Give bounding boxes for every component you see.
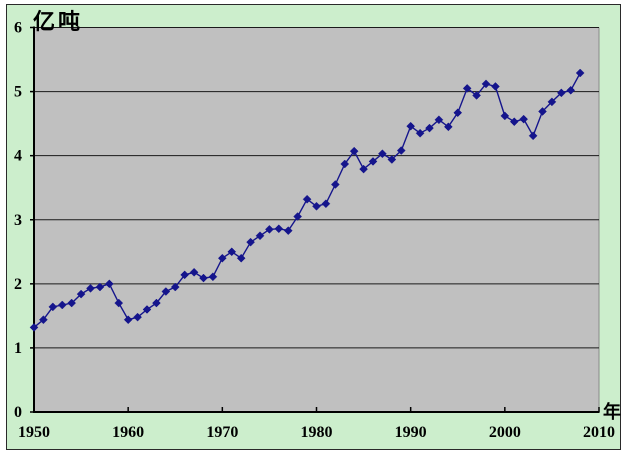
data-point [255, 231, 265, 241]
data-point [86, 283, 95, 293]
data-point [556, 88, 566, 98]
data-point [114, 298, 124, 308]
data-point [293, 212, 303, 221]
y-tick-label: 2 [14, 276, 22, 293]
data-point [340, 159, 350, 169]
x-tick-label: 1970 [206, 424, 238, 441]
data-point [387, 155, 397, 164]
data-point [39, 315, 48, 325]
data-point [227, 247, 237, 257]
y-tick-label: 6 [14, 20, 22, 37]
x-tick-label: 1960 [112, 424, 144, 441]
data-point [415, 128, 425, 138]
x-axis-unit-label: 年 [603, 402, 621, 422]
data-point [217, 253, 227, 263]
data-point [330, 180, 340, 189]
data-point [180, 270, 190, 280]
data-point [538, 107, 547, 116]
data-point [29, 323, 39, 332]
y-tick-label: 3 [14, 212, 22, 229]
y-tick-label: 4 [14, 148, 22, 165]
x-tick-label: 1950 [18, 424, 50, 441]
data-point [396, 146, 406, 155]
data-point [566, 85, 576, 95]
data-point [76, 289, 86, 299]
data-point [491, 82, 500, 91]
data-point [349, 146, 359, 156]
data-point [283, 226, 293, 235]
data-point [378, 149, 387, 159]
data-point [152, 298, 161, 308]
x-tick-label: 2010 [583, 424, 615, 441]
data-point [67, 298, 77, 308]
data-point [48, 302, 58, 312]
data-point [161, 287, 171, 296]
data-point [368, 157, 378, 166]
data-point [500, 111, 510, 121]
y-tick-label: 0 [14, 404, 22, 421]
data-point [236, 253, 246, 263]
data-point [199, 273, 208, 283]
data-point [443, 122, 453, 132]
data-point [406, 121, 416, 131]
data-point [528, 131, 538, 141]
data-point [142, 305, 152, 314]
data-point [359, 164, 368, 174]
data-point [472, 91, 481, 100]
data-point [57, 300, 67, 310]
data-point [509, 117, 519, 127]
y-tick-label: 1 [14, 340, 22, 357]
data-point [575, 68, 585, 78]
data-point [434, 115, 444, 125]
y-tick-label: 5 [14, 84, 22, 101]
data-point [104, 279, 114, 289]
data-point [481, 79, 491, 89]
data-point [453, 108, 463, 118]
data-point [462, 84, 472, 93]
data-point [123, 315, 133, 325]
x-tick-label: 2000 [489, 424, 521, 441]
data-point [547, 97, 557, 107]
data-point [95, 282, 105, 292]
x-tick-label: 1990 [395, 424, 427, 441]
data-point [208, 272, 218, 282]
data-point [519, 114, 529, 124]
data-point [312, 201, 321, 211]
data-point [170, 282, 180, 292]
data-point [425, 123, 434, 133]
data-point [321, 199, 331, 209]
data-point [302, 194, 312, 204]
data-point [274, 224, 284, 234]
data-point [265, 225, 274, 234]
data-point [246, 237, 255, 247]
x-tick-label: 1980 [301, 424, 333, 441]
y-axis-unit-label: 亿吨 [33, 9, 84, 34]
data-point [133, 312, 142, 322]
data-point [189, 267, 199, 277]
